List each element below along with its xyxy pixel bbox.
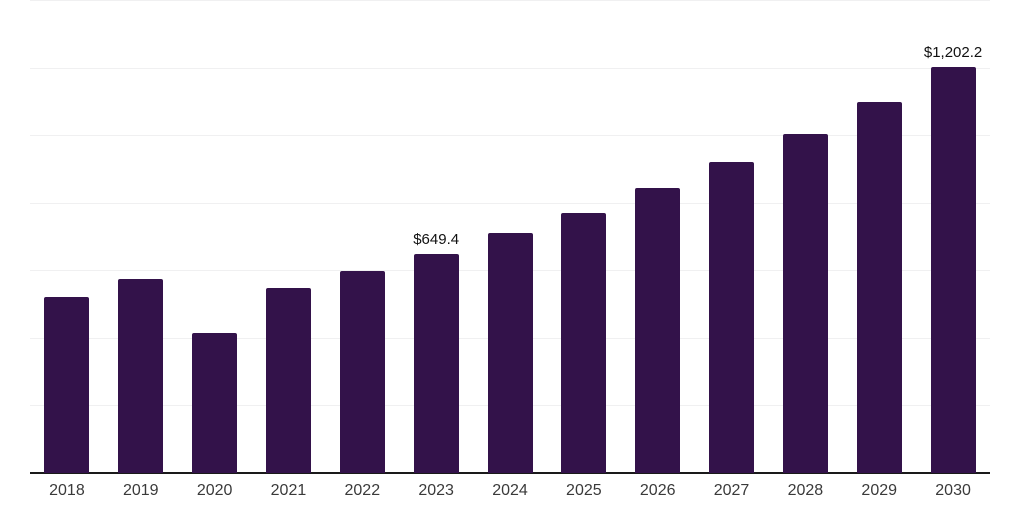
x-tick-2019: 2019 [122,482,159,499]
gridline-1200 [30,67,990,69]
x-tick-2022: 2022 [344,482,381,499]
x-tick-2027: 2027 [713,482,750,499]
x-axis-line [30,472,990,474]
x-tick-2021: 2021 [270,482,307,499]
bar-2022 [339,271,385,473]
bar-2023 [413,253,459,473]
bar-2019 [118,279,164,473]
bar-2025 [561,212,607,473]
bar-2024 [487,233,533,473]
value-label-2030: $1,202.2 [923,43,983,61]
gridline-800 [30,202,990,204]
x-tick-2026: 2026 [639,482,676,499]
bar-2020 [192,333,238,473]
bar-2018 [44,297,90,473]
x-axis: 2018 2019 2020 2021 2022 2023 2024 2025 2026 2027… [30,479,990,503]
x-tick-2028: 2028 [787,482,824,499]
x-tick-2029: 2029 [861,482,898,499]
x-tick-2030: 2030 [935,482,971,499]
bar-2030 [930,66,976,473]
x-tick-2023: 2023 [418,482,454,499]
x-tick-2024: 2024 [492,482,528,499]
x-tick-2025: 2025 [566,482,602,499]
value-label-2023: $649.4 [413,230,460,248]
bar-2027 [709,161,755,473]
plot-area: $649.4 $1,202.2 [30,0,990,474]
x-tick-2018: 2018 [49,482,85,499]
gridline-1000 [30,135,990,137]
bar-2021 [265,288,311,473]
bar-2026 [635,187,681,473]
x-tick-2020: 2020 [196,482,233,499]
bar-2029 [856,101,902,473]
gridline-1400 [30,0,990,1]
bar-2028 [782,133,828,473]
